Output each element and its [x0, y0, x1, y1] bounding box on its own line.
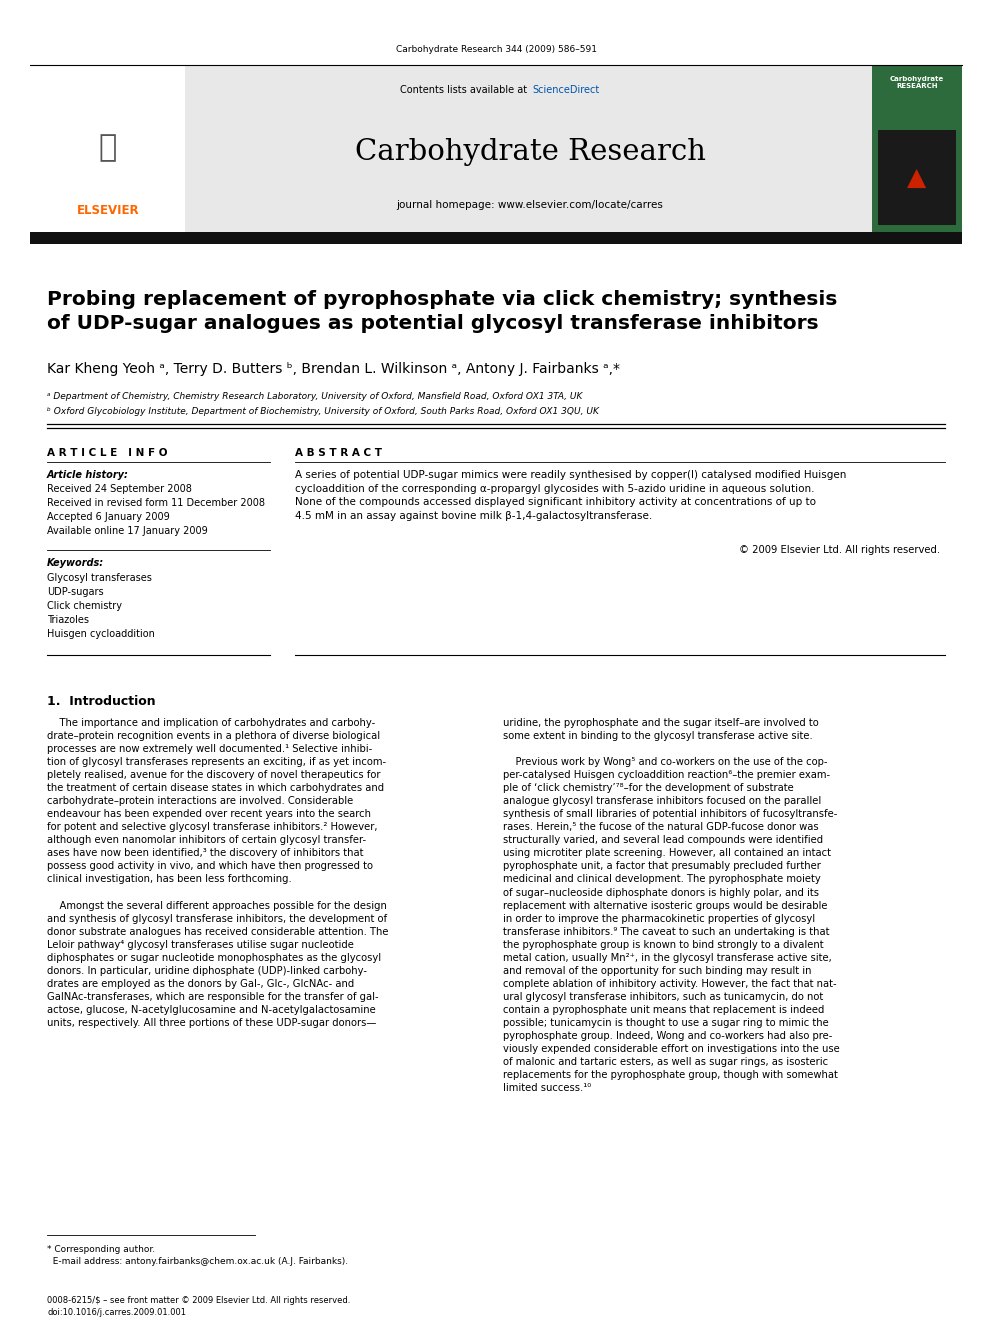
Bar: [30, 65, 185, 232]
Text: Huisgen cycloaddition: Huisgen cycloaddition: [47, 628, 155, 639]
Text: ScienceDirect: ScienceDirect: [532, 85, 599, 95]
Text: Carbohydrate Research 344 (2009) 586–591: Carbohydrate Research 344 (2009) 586–591: [396, 45, 596, 54]
Text: Carbohydrate
RESEARCH: Carbohydrate RESEARCH: [890, 75, 944, 89]
Text: Available online 17 January 2009: Available online 17 January 2009: [47, 527, 207, 536]
Text: ▲: ▲: [908, 165, 927, 191]
Text: ᵇ Oxford Glycobiology Institute, Department of Biochemistry, University of Oxfor: ᵇ Oxford Glycobiology Institute, Departm…: [47, 407, 599, 415]
Text: A R T I C L E   I N F O: A R T I C L E I N F O: [47, 448, 168, 458]
Bar: [30, 65, 872, 232]
Bar: [878, 130, 956, 225]
Text: Glycosyl transferases: Glycosyl transferases: [47, 573, 152, 583]
Text: The importance and implication of carbohydrates and carbohy-
drate–protein recog: The importance and implication of carboh…: [47, 718, 389, 1028]
Text: A series of potential UDP-sugar mimics were readily synthesised by copper(I) cat: A series of potential UDP-sugar mimics w…: [295, 470, 846, 521]
Text: ᵃ Department of Chemistry, Chemistry Research Laboratory, University of Oxford, : ᵃ Department of Chemistry, Chemistry Res…: [47, 392, 582, 401]
Text: UDP-sugars: UDP-sugars: [47, 587, 103, 597]
Bar: [30, 232, 962, 243]
Text: 🌿: 🌿: [99, 134, 117, 163]
Text: Received 24 September 2008: Received 24 September 2008: [47, 484, 191, 493]
Text: © 2009 Elsevier Ltd. All rights reserved.: © 2009 Elsevier Ltd. All rights reserved…: [739, 545, 940, 556]
Text: A B S T R A C T: A B S T R A C T: [295, 448, 382, 458]
Text: ELSEVIER: ELSEVIER: [76, 204, 139, 217]
Text: Probing replacement of pyrophosphate via click chemistry; synthesis
of UDP-sugar: Probing replacement of pyrophosphate via…: [47, 290, 837, 333]
Text: 1.  Introduction: 1. Introduction: [47, 695, 156, 708]
Text: * Corresponding author.
  E-mail address: antony.fairbanks@chem.ox.ac.uk (A.J. F: * Corresponding author. E-mail address: …: [47, 1245, 348, 1266]
Text: uridine, the pyrophosphate and the sugar itself–are involved to
some extent in b: uridine, the pyrophosphate and the sugar…: [503, 718, 840, 1093]
Text: Received in revised form 11 December 2008: Received in revised form 11 December 200…: [47, 497, 265, 508]
Text: Carbohydrate Research: Carbohydrate Research: [354, 138, 705, 165]
Text: Kar Kheng Yeoh ᵃ, Terry D. Butters ᵇ, Brendan L. Wilkinson ᵃ, Antony J. Fairbank: Kar Kheng Yeoh ᵃ, Terry D. Butters ᵇ, Br…: [47, 363, 620, 376]
Text: Accepted 6 January 2009: Accepted 6 January 2009: [47, 512, 170, 523]
Text: Triazoles: Triazoles: [47, 615, 89, 624]
Text: journal homepage: www.elsevier.com/locate/carres: journal homepage: www.elsevier.com/locat…: [397, 200, 664, 210]
Text: Keywords:: Keywords:: [47, 558, 104, 568]
Bar: [872, 65, 962, 232]
Text: Contents lists available at: Contents lists available at: [400, 85, 530, 95]
Text: Click chemistry: Click chemistry: [47, 601, 122, 611]
Text: Article history:: Article history:: [47, 470, 129, 480]
Text: 0008-6215/$ – see front matter © 2009 Elsevier Ltd. All rights reserved.
doi:10.: 0008-6215/$ – see front matter © 2009 El…: [47, 1297, 350, 1316]
